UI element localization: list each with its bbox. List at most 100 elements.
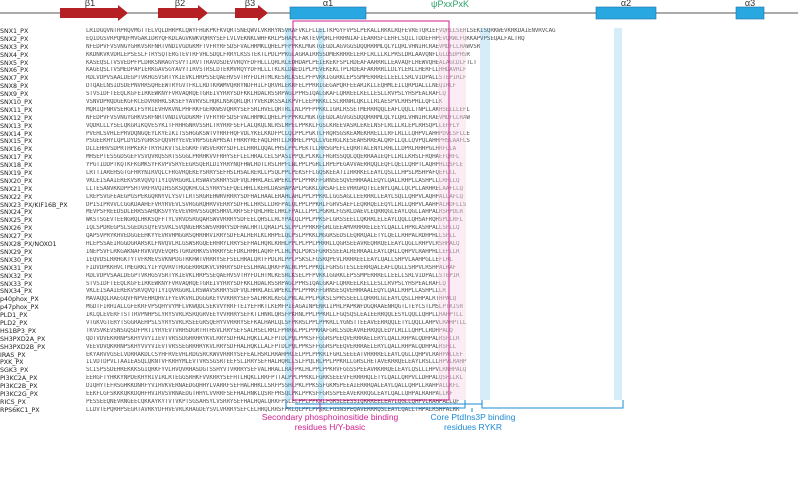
sequence-name: SNX10_PX	[0, 99, 33, 107]
beta1-label: β1	[85, 0, 95, 8]
sequence-row: MGDTFIRHIALLGFEKRFVPSQHYVYMFLVKWQDLSEKVV…	[86, 304, 463, 311]
sequence-name: SNX4_PX	[0, 51, 29, 59]
secondary-binding-annotation: Secondary phosphoinositide binding resid…	[261, 412, 399, 432]
sequence-row: EEKFLGFSKKKQKKDQHFHVIRVSVRNAEDGTHHYLVVRR…	[86, 390, 453, 397]
sequence-name: SNX21_PX	[0, 185, 33, 193]
sequence-name: PLD2_PX	[0, 319, 28, 327]
sequence-row: LLTESANVKKDPPSHTVRFRVQIHSSKSQQKHCGLSYRRY…	[86, 185, 463, 192]
sequence-name: PLD1_PX	[0, 312, 28, 320]
sequence-name: SNX11_PX	[0, 106, 33, 114]
sequence-name: SNX31_PX	[0, 264, 33, 272]
sequence-name: SH3PXD2B_PX	[0, 343, 46, 351]
sequence-name: RICS_PX	[0, 398, 26, 406]
sequence-name: SNX27_PX	[0, 233, 33, 241]
sequence-name-column: SNX1_PX SNX2_PX SNX3_PX SNX4_PX SNX5_PX SNX6_…	[0, 28, 84, 415]
sequence-name: SNX33_PX	[0, 280, 33, 288]
sequence-row: STVSIDFTEEQLKGFEIRKEWKNYFVRVAQRQETGREIVY…	[86, 91, 446, 98]
sequence-name: SNX16_PX	[0, 146, 33, 154]
sequence-name: IRAS_PX	[0, 351, 26, 359]
sequence-name: SNX2_PX	[0, 35, 29, 43]
sequence-name: PXK_PX	[0, 359, 24, 367]
sequence-row: VKLEISAAIEREKVSKVQVQTIYIQVRGGRLLRSWAVSKR…	[86, 177, 460, 184]
sequence-name: SNX8_PX	[0, 83, 29, 91]
alpha2-box	[595, 6, 657, 20]
sequence-row: EKYARVVGSELVDRRAKDLCSYHFRVEVHLRDGSRCKWVV…	[86, 351, 463, 358]
sequence-row: PVEHLSVHLEPRVDQNGQEYLKYEIKITSSHGGKSWTVYR…	[86, 130, 470, 137]
sequence-name: SNX12_PX	[0, 114, 33, 122]
sequence-name: SNX24_PX	[0, 209, 33, 217]
sequence-row: IEQVDSLRRHGKTYTVFKMEVSVKNPDGTRKHWTVRRRYS…	[86, 256, 453, 263]
alpha2-label: α2	[621, 0, 631, 8]
sequence-row: WKSTSGEVTEENGRQLHKKSQFFTYLVRVDSRGQARSWVV…	[86, 217, 463, 224]
sequence-row: PESSEEQNEVRNGEECQKKAYKYTVTVKPTSGSAHSYLVS…	[86, 398, 460, 405]
alpha1-label: α1	[323, 0, 333, 8]
sequence-row: LRIDGQVNTRPRQVMGTTELVQLDHRPKLQWYFHGKPKFK…	[86, 28, 556, 34]
sequence-row: IKLQLEVERFTSTTRVPNHPSLYRYSVRLRSRQGRVEEYV…	[86, 312, 463, 319]
sequence-row: DIQHYTEFRSGHKKDNRFYVIHVKVERNAEDGQHHYLVAR…	[86, 383, 460, 390]
alpha3-label: α3	[745, 0, 755, 8]
sequence-row: MQRIQFNRVSEHGKIFSYRIEVHVKVNLPHFRKFGERKWS…	[86, 106, 470, 113]
core-binding-annotation: Core PtdIns3P binding residues RYKR	[430, 412, 516, 432]
sequence-row: RDLVDPVSAALDEGPTVKHGSVSRTYKIEVKLHRPSSEQA…	[86, 272, 460, 279]
sequence-row: LLDVTEPQRHPSEGRTAVRKYDFHVEVRLKHAGDEYSVLV…	[86, 406, 460, 413]
sequence-name: SNX7_PX	[0, 75, 29, 83]
beta2-label: β2	[175, 0, 185, 8]
sequence-name: PI3KC2B_PX	[0, 383, 38, 391]
sequence-row: KKDNKVKVDRLEPSESLFTRYSQTERGTEVTRFVHLSDQL…	[86, 51, 470, 58]
sequence-row: PSGEEKHYLQPLDYDSYGRKSFQQVHYYEVEVRPSGEAPR…	[86, 138, 470, 145]
sequence-row: EERGFTYHKKYNPDEKHYRIVIRLRTEGGSRHKFVVKRRY…	[86, 375, 463, 382]
sequence-name: SNX32_PX	[0, 272, 33, 280]
sequence-row: VEEVDVQKRRNPSKHYVVYVIEVTVRSSEGRRHRYKVLRR…	[86, 343, 457, 350]
beta2-arrow	[158, 5, 208, 21]
motif-label: ψPxxPxK	[431, 0, 469, 9]
sequence-row: FIDVDPKKHVCTMEGRKLYIFYQVRVTHGGERRRDKVCVR…	[86, 264, 457, 271]
sequence-name: SNX13_PX	[0, 122, 33, 130]
sequence-name: SNX20_PX	[0, 177, 33, 185]
sequence-name: SNX17_PX	[0, 154, 33, 162]
sequence-row: IQLSPDREGPSLSGEDGSQYEVSVKLSVQNGEHKSWSVRR…	[86, 225, 460, 232]
beta1-arrow	[60, 5, 128, 21]
sequence-row: STVSIDFTEEQLKGFEIRKEWKNYFVRVAQRQETGREIVY…	[86, 280, 446, 287]
sequence-name: p40phox_PX	[0, 296, 39, 304]
sequence-name: HS1BP3_PX	[0, 327, 37, 335]
sequence-row: RDLVDPVSAALDEGPTVKHGSVSRTYKIEVKLHRPSSEQA…	[86, 75, 467, 82]
sequence-name: SNX6_PX	[0, 67, 29, 75]
alpha3-box	[735, 6, 765, 20]
sequence-row: VSNVDPRQDGEKGFKCEDVRRHRLSKSEFYAVRVSLHQKL…	[86, 99, 443, 106]
sequence-row: TKVSVKEVSNSGQSDFPRTIYRYEVTVRHSDGRTHTHSVL…	[86, 327, 453, 334]
sequence-row: LREPSVGFEAEGPGSPEKGQRNYVLYSVTLRTSRGREHWR…	[86, 193, 463, 200]
sequence-name: SNX22_PX	[0, 193, 33, 201]
beta3-label: β3	[245, 0, 255, 8]
sequence-alignment-block: LRIDGQVNTRPRQVMGTTELVQLDHRPKLQWYFHGKPKFK…	[86, 28, 798, 415]
sequence-row: ILVDTDPVLTAAIEASQLQKNTVFKRHYMLEVTVRSSGSR…	[86, 359, 467, 366]
sequence-row: YPGTIDDPTKQTKFKGMKSYFKVPVSRYEEGRSQERLDIY…	[86, 162, 463, 169]
sequence-row: VQDRLLLYSELQKGRIKQVESYKITFRHHGNRVSSHLTRY…	[86, 122, 460, 129]
sequence-name: SNX30_PX	[0, 256, 33, 264]
sequence-row: KAGEQSLTVSMEDPAPIERKGAVSGYAVYTIRVSTRSLDT…	[86, 67, 467, 74]
sequence-row: QAPSVPRYKHVEDGGEEHKYYEVRVHMGGRSQHRHRVIRR…	[86, 233, 457, 240]
sequence-name: SNX18_PX	[0, 162, 33, 170]
beta3-arrow	[235, 5, 268, 21]
sequence-name: PI3KC2A_PX	[0, 375, 38, 383]
sequence-row: LRTTIAREHSGTGFHRYNIRVQLCFRGVRQEKEYSRRYSE…	[86, 170, 457, 177]
sequence-row: SCISPSSDEHREKKKSGIQRKFYVLHVQVRHASDGTSSHY…	[86, 367, 467, 374]
sequence-row: MHSEPTESSGDSGEFVSVQVRQSSRTSSGGLPRRHKVVFR…	[86, 154, 460, 161]
sequence-row: MAVAQQLRAEGQVFNPVEHRQHVIFYEVKVRLDGGGKEYV…	[86, 296, 457, 303]
sequence-row: NFEDPVFVSVNGYGHKVSRFNRTVNDIVGDGKMFTVFRYR…	[86, 114, 470, 121]
sequence-row: INEPSVFLRKGAKNAFRVKVQVEVQHSTGRGRHKVSVRRR…	[86, 248, 460, 255]
sequence-name: SGK3_PX	[0, 367, 29, 375]
sequence-row: QDTVDVEKRRNPSKHYVVYIIEVTVRSSDGRRHRYKVLRR…	[86, 335, 460, 342]
sequence-name: PI3KC2G_PX	[0, 390, 38, 398]
sequence-row: KASEQSLTVSVEDPFPLDRKSNRAGYSVYTIRVTTRAVDS…	[86, 59, 477, 66]
sequence-name: SNX25_PX	[0, 217, 33, 225]
sequence-name: SNX29_PX	[0, 248, 33, 256]
sequence-name: SNX28_PX/NOXO1	[0, 241, 57, 249]
sequence-row: VKLEISAAIEREKVSKVQVQTIYIQVRGGRLLRSWAVSKR…	[86, 288, 446, 295]
sequence-name: SNX14_PX	[0, 130, 33, 138]
sequence-row: VTGKVGTERYTSGGRAEHPSLSYRYSVRLRSEEGRSQEHY…	[86, 319, 467, 326]
sequence-name: SNX26_PX	[0, 225, 33, 233]
sequence-name: SNX34_PX	[0, 288, 33, 296]
sequence-name: SNX5_PX	[0, 59, 29, 67]
sequence-name: SNX9_PX	[0, 91, 29, 99]
sequence-name: p47phox_PX	[0, 304, 39, 312]
